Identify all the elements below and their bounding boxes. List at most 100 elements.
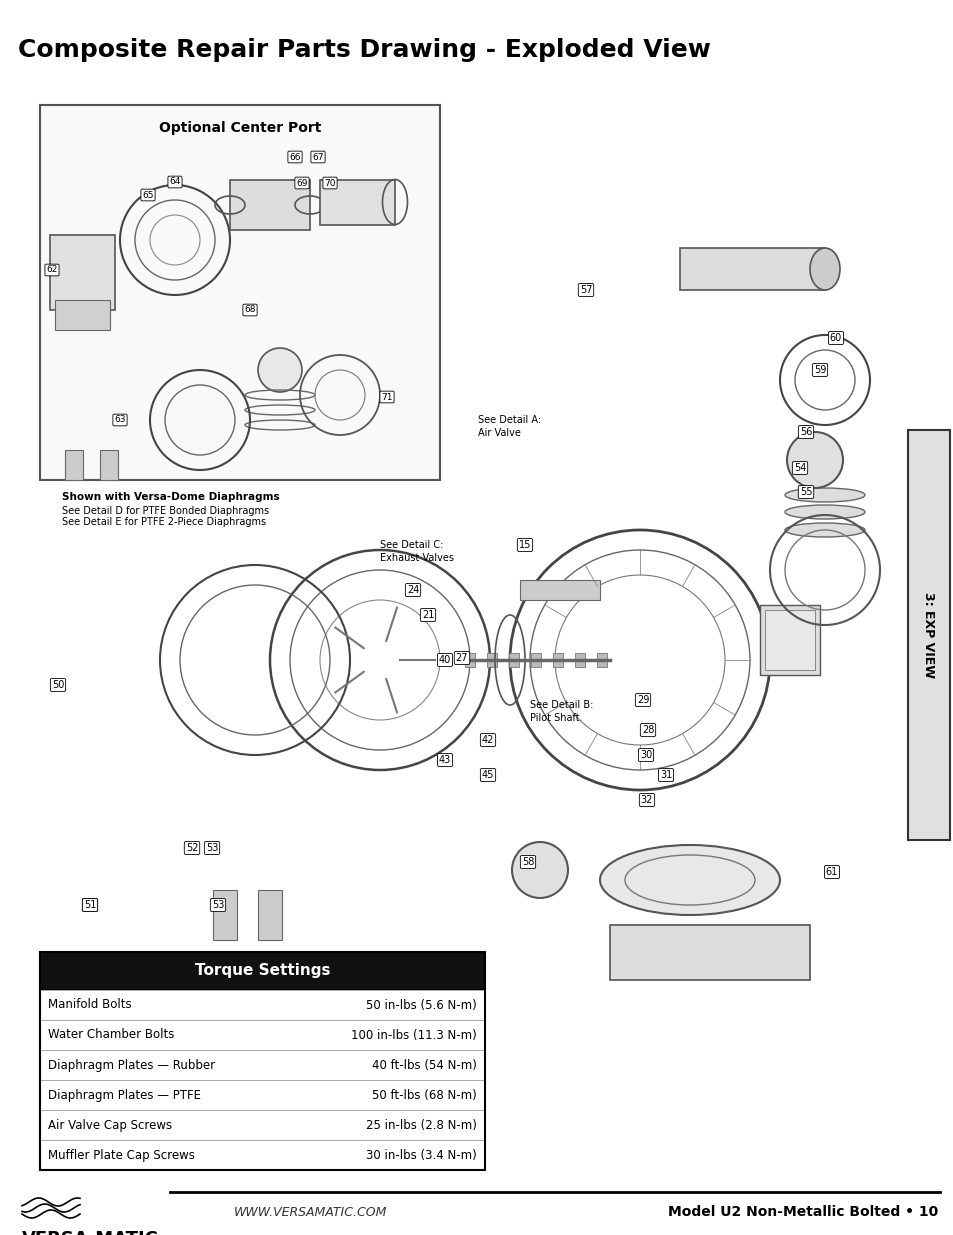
Text: 27: 27 bbox=[456, 653, 468, 663]
Bar bbox=[65, 450, 83, 480]
Text: 28: 28 bbox=[641, 725, 654, 735]
Bar bbox=[509, 653, 518, 667]
Bar bbox=[531, 653, 540, 667]
Text: See Detail B:
Pilot Shaft: See Detail B: Pilot Shaft bbox=[530, 700, 593, 724]
Circle shape bbox=[786, 432, 842, 488]
Text: 66: 66 bbox=[289, 152, 300, 162]
Text: 63: 63 bbox=[114, 415, 126, 425]
Text: 58: 58 bbox=[521, 857, 534, 867]
Bar bbox=[230, 180, 310, 230]
Bar bbox=[213, 890, 236, 940]
Text: 62: 62 bbox=[47, 266, 57, 274]
Text: 100 in-lbs (11.3 N-m): 100 in-lbs (11.3 N-m) bbox=[351, 1029, 476, 1041]
Text: 50: 50 bbox=[51, 680, 64, 690]
Text: 24: 24 bbox=[406, 585, 418, 595]
Text: 31: 31 bbox=[659, 769, 672, 781]
Text: 59: 59 bbox=[813, 366, 825, 375]
Text: 30: 30 bbox=[639, 750, 652, 760]
Bar bbox=[40, 1050, 484, 1079]
Ellipse shape bbox=[784, 522, 864, 537]
Text: Diaphragm Plates — PTFE: Diaphragm Plates — PTFE bbox=[48, 1088, 201, 1102]
Bar bbox=[40, 1110, 484, 1140]
Text: 45: 45 bbox=[481, 769, 494, 781]
Text: 29: 29 bbox=[637, 695, 648, 705]
Text: 68: 68 bbox=[244, 305, 255, 315]
Bar bbox=[257, 890, 282, 940]
Bar bbox=[609, 925, 809, 981]
Bar bbox=[760, 605, 820, 676]
Text: 64: 64 bbox=[169, 178, 180, 186]
Text: 50 ft-lbs (68 N-m): 50 ft-lbs (68 N-m) bbox=[372, 1088, 476, 1102]
Text: 40 ft-lbs (54 N-m): 40 ft-lbs (54 N-m) bbox=[372, 1058, 476, 1072]
Text: 65: 65 bbox=[142, 190, 153, 200]
Text: 69: 69 bbox=[296, 179, 308, 188]
Text: Torque Settings: Torque Settings bbox=[194, 963, 330, 978]
Bar bbox=[597, 653, 606, 667]
Text: 50 in-lbs (5.6 N-m): 50 in-lbs (5.6 N-m) bbox=[366, 999, 476, 1011]
Bar bbox=[40, 952, 484, 1170]
Text: See Detail A:
Air Valve: See Detail A: Air Valve bbox=[477, 415, 540, 438]
Text: Diaphragm Plates — Rubber: Diaphragm Plates — Rubber bbox=[48, 1058, 214, 1072]
Text: 43: 43 bbox=[438, 755, 451, 764]
Text: See Detail E for PTFE 2-Piece Diaphragms: See Detail E for PTFE 2-Piece Diaphragms bbox=[62, 517, 266, 527]
Text: Optional Center Port: Optional Center Port bbox=[158, 121, 321, 135]
Bar bbox=[40, 952, 484, 990]
Ellipse shape bbox=[599, 845, 780, 915]
Text: 53: 53 bbox=[212, 900, 224, 910]
Bar bbox=[319, 180, 395, 225]
Text: 55: 55 bbox=[799, 487, 811, 496]
Text: Air Valve Cap Screws: Air Valve Cap Screws bbox=[48, 1119, 172, 1131]
Text: 54: 54 bbox=[793, 463, 805, 473]
Text: 42: 42 bbox=[481, 735, 494, 745]
Text: Composite Repair Parts Drawing - Exploded View: Composite Repair Parts Drawing - Explode… bbox=[18, 38, 710, 62]
Text: Manifold Bolts: Manifold Bolts bbox=[48, 999, 132, 1011]
Bar bbox=[575, 653, 584, 667]
Text: 71: 71 bbox=[381, 393, 393, 401]
Ellipse shape bbox=[809, 248, 840, 290]
Ellipse shape bbox=[784, 488, 864, 501]
Text: Model U2 Non-Metallic Bolted • 10: Model U2 Non-Metallic Bolted • 10 bbox=[667, 1205, 937, 1219]
Text: WWW.VERSAMATIC.COM: WWW.VERSAMATIC.COM bbox=[233, 1205, 386, 1219]
Text: VERSA-MATIC: VERSA-MATIC bbox=[22, 1230, 159, 1235]
Bar bbox=[40, 1079, 484, 1110]
Bar bbox=[100, 450, 118, 480]
Text: Muffler Plate Cap Screws: Muffler Plate Cap Screws bbox=[48, 1149, 194, 1161]
Text: 21: 21 bbox=[421, 610, 434, 620]
Text: 70: 70 bbox=[324, 179, 335, 188]
Text: 67: 67 bbox=[312, 152, 323, 162]
Text: 25 in-lbs (2.8 N-m): 25 in-lbs (2.8 N-m) bbox=[366, 1119, 476, 1131]
Bar bbox=[55, 300, 110, 330]
Text: Water Chamber Bolts: Water Chamber Bolts bbox=[48, 1029, 174, 1041]
Circle shape bbox=[257, 348, 302, 391]
Text: 32: 32 bbox=[640, 795, 653, 805]
Text: 3: EXP VIEW: 3: EXP VIEW bbox=[922, 592, 935, 678]
Circle shape bbox=[512, 842, 567, 898]
Bar bbox=[40, 105, 439, 480]
Bar bbox=[50, 235, 115, 310]
Bar bbox=[40, 1020, 484, 1050]
Bar bbox=[553, 653, 562, 667]
Bar bbox=[764, 610, 814, 671]
Bar bbox=[464, 653, 475, 667]
Ellipse shape bbox=[784, 505, 864, 519]
Text: 56: 56 bbox=[799, 427, 811, 437]
Bar bbox=[519, 580, 599, 600]
Text: 52: 52 bbox=[186, 844, 198, 853]
Text: 60: 60 bbox=[829, 333, 841, 343]
Text: See Detail C:
Exhaust Valves: See Detail C: Exhaust Valves bbox=[379, 540, 454, 563]
Text: 53: 53 bbox=[206, 844, 218, 853]
Bar bbox=[40, 1140, 484, 1170]
Text: 40: 40 bbox=[438, 655, 451, 664]
Text: 51: 51 bbox=[84, 900, 96, 910]
Text: Shown with Versa-Dome Diaphragms: Shown with Versa-Dome Diaphragms bbox=[62, 492, 279, 501]
Text: 61: 61 bbox=[825, 867, 838, 877]
Text: 51: 51 bbox=[84, 900, 96, 910]
Bar bbox=[40, 990, 484, 1020]
Bar bbox=[907, 430, 949, 840]
Text: 57: 57 bbox=[579, 285, 592, 295]
Text: 30 in-lbs (3.4 N-m): 30 in-lbs (3.4 N-m) bbox=[366, 1149, 476, 1161]
Bar bbox=[486, 653, 497, 667]
Text: See Detail D for PTFE Bonded Diaphragms: See Detail D for PTFE Bonded Diaphragms bbox=[62, 506, 269, 516]
Text: 15: 15 bbox=[518, 540, 531, 550]
Bar bbox=[679, 248, 824, 290]
